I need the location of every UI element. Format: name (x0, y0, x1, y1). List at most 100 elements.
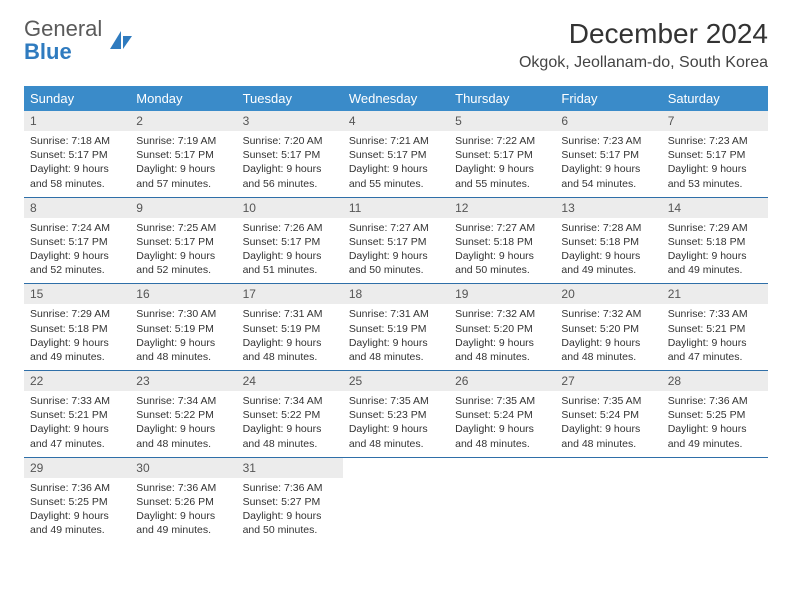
calendar-cell: 23Sunrise: 7:34 AMSunset: 5:22 PMDayligh… (130, 371, 236, 458)
day-details: Sunrise: 7:36 AMSunset: 5:26 PMDaylight:… (130, 478, 236, 544)
day-number: 17 (237, 284, 343, 304)
calendar-table: Sunday Monday Tuesday Wednesday Thursday… (24, 86, 768, 543)
day-number: 14 (662, 198, 768, 218)
day-details: Sunrise: 7:31 AMSunset: 5:19 PMDaylight:… (343, 304, 449, 370)
day-details: Sunrise: 7:32 AMSunset: 5:20 PMDaylight:… (449, 304, 555, 370)
day-number: 2 (130, 111, 236, 131)
calendar-cell: 4Sunrise: 7:21 AMSunset: 5:17 PMDaylight… (343, 111, 449, 197)
day-number: 7 (662, 111, 768, 131)
day-details: Sunrise: 7:21 AMSunset: 5:17 PMDaylight:… (343, 131, 449, 197)
logo: General Blue (24, 18, 134, 64)
calendar-cell: 7Sunrise: 7:23 AMSunset: 5:17 PMDaylight… (662, 111, 768, 197)
calendar-cell: 9Sunrise: 7:25 AMSunset: 5:17 PMDaylight… (130, 197, 236, 284)
day-number: 24 (237, 371, 343, 391)
day-number: 13 (555, 198, 661, 218)
day-number: 3 (237, 111, 343, 131)
day-details: Sunrise: 7:30 AMSunset: 5:19 PMDaylight:… (130, 304, 236, 370)
weekday-header: Friday (555, 86, 661, 111)
calendar-cell: 24Sunrise: 7:34 AMSunset: 5:22 PMDayligh… (237, 371, 343, 458)
day-number: 4 (343, 111, 449, 131)
day-details: Sunrise: 7:34 AMSunset: 5:22 PMDaylight:… (130, 391, 236, 457)
header: General Blue December 2024 Okgok, Jeolla… (24, 18, 768, 72)
weekday-header: Thursday (449, 86, 555, 111)
calendar-cell: 15Sunrise: 7:29 AMSunset: 5:18 PMDayligh… (24, 284, 130, 371)
calendar-cell: 11Sunrise: 7:27 AMSunset: 5:17 PMDayligh… (343, 197, 449, 284)
day-details: Sunrise: 7:36 AMSunset: 5:25 PMDaylight:… (662, 391, 768, 457)
calendar-cell: 22Sunrise: 7:33 AMSunset: 5:21 PMDayligh… (24, 371, 130, 458)
day-number: 10 (237, 198, 343, 218)
calendar-cell: 27Sunrise: 7:35 AMSunset: 5:24 PMDayligh… (555, 371, 661, 458)
day-number: 8 (24, 198, 130, 218)
day-details: Sunrise: 7:35 AMSunset: 5:24 PMDaylight:… (555, 391, 661, 457)
day-details: Sunrise: 7:25 AMSunset: 5:17 PMDaylight:… (130, 218, 236, 284)
calendar-cell: 25Sunrise: 7:35 AMSunset: 5:23 PMDayligh… (343, 371, 449, 458)
day-details: Sunrise: 7:34 AMSunset: 5:22 PMDaylight:… (237, 391, 343, 457)
logo-text-blue: Blue (24, 39, 72, 64)
calendar-cell: 14Sunrise: 7:29 AMSunset: 5:18 PMDayligh… (662, 197, 768, 284)
calendar-row: 1Sunrise: 7:18 AMSunset: 5:17 PMDaylight… (24, 111, 768, 197)
day-details: Sunrise: 7:27 AMSunset: 5:17 PMDaylight:… (343, 218, 449, 284)
calendar-cell: 12Sunrise: 7:27 AMSunset: 5:18 PMDayligh… (449, 197, 555, 284)
calendar-cell: 6Sunrise: 7:23 AMSunset: 5:17 PMDaylight… (555, 111, 661, 197)
day-details: Sunrise: 7:32 AMSunset: 5:20 PMDaylight:… (555, 304, 661, 370)
day-number: 30 (130, 458, 236, 478)
day-details: Sunrise: 7:29 AMSunset: 5:18 PMDaylight:… (24, 304, 130, 370)
weekday-header: Monday (130, 86, 236, 111)
day-details: Sunrise: 7:19 AMSunset: 5:17 PMDaylight:… (130, 131, 236, 197)
day-details: Sunrise: 7:26 AMSunset: 5:17 PMDaylight:… (237, 218, 343, 284)
day-number: 20 (555, 284, 661, 304)
calendar-cell: 26Sunrise: 7:35 AMSunset: 5:24 PMDayligh… (449, 371, 555, 458)
sail-icon (108, 29, 134, 56)
day-number: 22 (24, 371, 130, 391)
day-details: Sunrise: 7:24 AMSunset: 5:17 PMDaylight:… (24, 218, 130, 284)
day-number: 6 (555, 111, 661, 131)
day-details: Sunrise: 7:27 AMSunset: 5:18 PMDaylight:… (449, 218, 555, 284)
day-details: Sunrise: 7:20 AMSunset: 5:17 PMDaylight:… (237, 131, 343, 197)
weekday-header: Tuesday (237, 86, 343, 111)
calendar-cell: 16Sunrise: 7:30 AMSunset: 5:19 PMDayligh… (130, 284, 236, 371)
calendar-row: 29Sunrise: 7:36 AMSunset: 5:25 PMDayligh… (24, 457, 768, 543)
day-details: Sunrise: 7:33 AMSunset: 5:21 PMDaylight:… (24, 391, 130, 457)
day-number: 28 (662, 371, 768, 391)
day-details: Sunrise: 7:22 AMSunset: 5:17 PMDaylight:… (449, 131, 555, 197)
weekday-header-row: Sunday Monday Tuesday Wednesday Thursday… (24, 86, 768, 111)
calendar-cell: 18Sunrise: 7:31 AMSunset: 5:19 PMDayligh… (343, 284, 449, 371)
title-block: December 2024 Okgok, Jeollanam-do, South… (519, 18, 768, 72)
calendar-cell: 2Sunrise: 7:19 AMSunset: 5:17 PMDaylight… (130, 111, 236, 197)
calendar-cell: 28Sunrise: 7:36 AMSunset: 5:25 PMDayligh… (662, 371, 768, 458)
day-number: 26 (449, 371, 555, 391)
calendar-row: 22Sunrise: 7:33 AMSunset: 5:21 PMDayligh… (24, 371, 768, 458)
calendar-cell: 10Sunrise: 7:26 AMSunset: 5:17 PMDayligh… (237, 197, 343, 284)
weekday-header: Wednesday (343, 86, 449, 111)
day-details: Sunrise: 7:23 AMSunset: 5:17 PMDaylight:… (555, 131, 661, 197)
day-number: 25 (343, 371, 449, 391)
day-number: 1 (24, 111, 130, 131)
calendar-cell (555, 457, 661, 543)
day-details: Sunrise: 7:18 AMSunset: 5:17 PMDaylight:… (24, 131, 130, 197)
day-number: 12 (449, 198, 555, 218)
day-number: 16 (130, 284, 236, 304)
day-details: Sunrise: 7:33 AMSunset: 5:21 PMDaylight:… (662, 304, 768, 370)
day-details: Sunrise: 7:36 AMSunset: 5:25 PMDaylight:… (24, 478, 130, 544)
day-details: Sunrise: 7:36 AMSunset: 5:27 PMDaylight:… (237, 478, 343, 544)
day-number: 5 (449, 111, 555, 131)
day-number: 18 (343, 284, 449, 304)
calendar-cell (343, 457, 449, 543)
day-details: Sunrise: 7:29 AMSunset: 5:18 PMDaylight:… (662, 218, 768, 284)
day-details: Sunrise: 7:28 AMSunset: 5:18 PMDaylight:… (555, 218, 661, 284)
day-number: 29 (24, 458, 130, 478)
day-number: 19 (449, 284, 555, 304)
weekday-header: Sunday (24, 86, 130, 111)
day-details: Sunrise: 7:35 AMSunset: 5:24 PMDaylight:… (449, 391, 555, 457)
logo-text-general: General (24, 16, 102, 41)
day-number: 15 (24, 284, 130, 304)
calendar-cell (449, 457, 555, 543)
calendar-cell: 17Sunrise: 7:31 AMSunset: 5:19 PMDayligh… (237, 284, 343, 371)
day-number: 9 (130, 198, 236, 218)
month-title: December 2024 (519, 18, 768, 50)
location: Okgok, Jeollanam-do, South Korea (519, 54, 768, 72)
day-number: 21 (662, 284, 768, 304)
day-number: 23 (130, 371, 236, 391)
calendar-cell: 31Sunrise: 7:36 AMSunset: 5:27 PMDayligh… (237, 457, 343, 543)
day-details: Sunrise: 7:31 AMSunset: 5:19 PMDaylight:… (237, 304, 343, 370)
